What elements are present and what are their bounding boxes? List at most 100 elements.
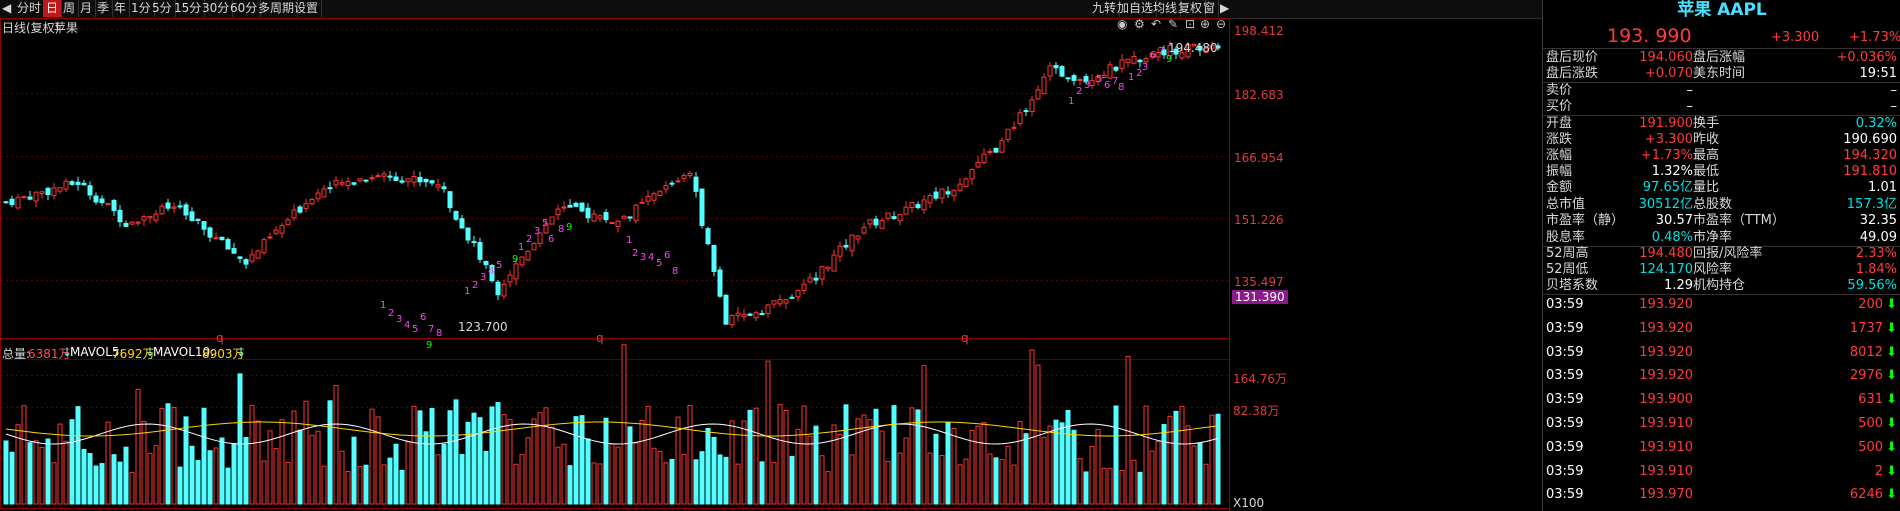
- volume-bar: [195, 459, 201, 505]
- next-arrow-icon[interactable]: ▶: [1220, 1, 1230, 15]
- candle-body: [807, 277, 813, 283]
- volume-bar: [729, 420, 735, 505]
- volume-bar: [333, 385, 339, 505]
- tab-1min[interactable]: 1分: [128, 0, 155, 17]
- tab-settings[interactable]: 设置: [291, 0, 323, 17]
- quote-label: 美东时间: [1693, 66, 1746, 81]
- volume-bar: [477, 417, 483, 505]
- candle-body: [147, 215, 153, 219]
- volume-bar: [873, 408, 879, 505]
- adjust-button[interactable]: 复权: [1175, 0, 1207, 17]
- tab-yearly[interactable]: 年: [111, 0, 131, 17]
- tick-direction-icon: ⬇: [1886, 463, 1897, 479]
- volume-bar: [675, 416, 681, 505]
- draw-icon[interactable]: ✎: [1168, 17, 1179, 31]
- volume-bar: [939, 454, 945, 505]
- candle-body: [459, 218, 465, 229]
- volume-bar: [975, 425, 981, 505]
- candle-body: [33, 191, 39, 202]
- moving-average-button[interactable]: 均线: [1150, 0, 1182, 17]
- volume-bar: [879, 430, 885, 505]
- candle-body: [387, 175, 393, 178]
- volume-bar: [81, 448, 87, 505]
- volume-bar: [723, 456, 729, 505]
- nine-turn-button[interactable]: 九转: [1089, 0, 1121, 17]
- candle-body: [207, 227, 213, 238]
- zoom-out-icon[interactable]: ⊖: [1216, 17, 1227, 31]
- volume-bar: [1089, 445, 1095, 505]
- volume-axis-label: 82.38万: [1233, 404, 1280, 418]
- volume-bar: [597, 463, 603, 505]
- candle-body: [1065, 77, 1071, 80]
- quote-label: 换手: [1693, 116, 1720, 131]
- volume-bar: [417, 410, 423, 505]
- candle-body: [1011, 126, 1017, 129]
- window-button[interactable]: 窗: [1200, 0, 1220, 17]
- candle-body: [1059, 66, 1065, 77]
- td-count-label: 5: [656, 258, 662, 269]
- candle-body: [477, 242, 483, 260]
- candle-body: [255, 250, 261, 259]
- tick-volume: 631: [1858, 392, 1883, 408]
- candle-body: [231, 248, 237, 254]
- candle-body: [303, 203, 309, 209]
- candle-body: [585, 207, 591, 219]
- candle-body: [471, 241, 477, 244]
- tab-monthly[interactable]: 月: [77, 0, 97, 17]
- tab-weekly[interactable]: 周: [60, 0, 80, 17]
- lock-icon[interactable]: ⊡: [1185, 17, 1196, 31]
- candle-body: [1143, 58, 1149, 63]
- tab-quarterly[interactable]: 季: [94, 0, 114, 17]
- undo-icon[interactable]: ↶: [1151, 17, 1162, 31]
- volume-bar: [21, 405, 27, 505]
- volume-bar: [15, 424, 21, 505]
- candle-body: [927, 195, 933, 204]
- volume-bar: [999, 459, 1005, 505]
- candle-body: [747, 313, 753, 316]
- candle-body: [855, 235, 861, 240]
- settings-icon[interactable]: ⚙: [1134, 17, 1145, 31]
- tab-60min[interactable]: 60分: [227, 0, 262, 17]
- volume-bar: [885, 460, 891, 505]
- prev-arrow-icon[interactable]: ◀: [2, 1, 12, 15]
- mavol5-value: 7692万: [112, 347, 155, 361]
- tick-volume: 500: [1858, 439, 1883, 455]
- add-watchlist-button[interactable]: 加自选: [1114, 0, 1158, 17]
- volume-bar: [357, 466, 363, 505]
- candle-body: [21, 196, 27, 199]
- mavol10-value: 8903万: [202, 347, 245, 361]
- candle-body: [1017, 112, 1023, 125]
- eye-icon[interactable]: ◉: [1117, 17, 1128, 31]
- tick-time: 03:59: [1546, 416, 1584, 431]
- volume-bar: [1023, 433, 1029, 505]
- tab-daily[interactable]: 日: [43, 0, 63, 17]
- volume-bar: [633, 442, 639, 505]
- volume-bar: [69, 419, 75, 505]
- tab-15min[interactable]: 15分: [171, 0, 206, 17]
- tab-30min[interactable]: 30分: [199, 0, 234, 17]
- candle-body: [795, 289, 801, 298]
- volume-bar: [165, 403, 171, 505]
- volume-bar: [867, 419, 873, 505]
- zoom-in-icon[interactable]: ⊕: [1200, 17, 1211, 31]
- candle-body: [411, 176, 417, 183]
- candle-body: [1161, 49, 1167, 56]
- mavol-down-icon: ↓: [145, 345, 156, 359]
- candle-body: [771, 300, 777, 305]
- candle-body: [699, 188, 705, 226]
- quote-value: –: [1686, 83, 1694, 98]
- volume-bar: [1137, 471, 1143, 505]
- price-axis-label: 135.497: [1234, 275, 1284, 289]
- tick-direction-icon: ⬇: [1886, 487, 1897, 503]
- candle-body: [603, 212, 609, 221]
- volume-bar: [309, 434, 315, 505]
- quote-value: 1.01: [1868, 180, 1897, 195]
- tick-price: 193.910: [1639, 416, 1693, 431]
- volume-bar: [1065, 409, 1071, 505]
- volume-bar: [237, 373, 243, 505]
- tab-intraday[interactable]: 分时: [14, 0, 46, 17]
- tab-multi-period[interactable]: 多周期: [255, 0, 299, 17]
- quote-row-after-hours-change: 盘后涨跌 +0.070 美东时间 19:51: [1543, 65, 1900, 83]
- tab-5min[interactable]: 5分: [149, 0, 176, 17]
